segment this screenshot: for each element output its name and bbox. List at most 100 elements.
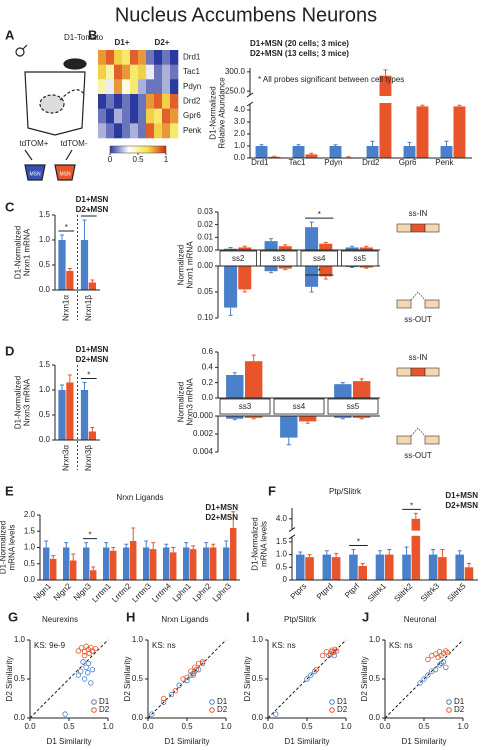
x-axis-label: D1 Similarity: [47, 737, 92, 746]
error-bar: [251, 417, 256, 420]
point: [81, 676, 88, 682]
heatmap-cell: [130, 94, 139, 109]
heatmap-cell: [154, 123, 163, 139]
bar: [130, 541, 137, 580]
y-tick-label: 0.4: [202, 362, 214, 371]
x-tick-label: 0.5: [63, 722, 75, 731]
y-tick-label: 1.0: [369, 635, 381, 644]
bar: [230, 528, 237, 580]
error-bar: [350, 245, 355, 248]
x-tick-label: 1.0: [340, 722, 352, 731]
error-bar: [286, 437, 291, 446]
x-tick-label: Ptprs: [289, 582, 309, 602]
legend-entry: D1+MSN: [445, 491, 478, 500]
bar: [90, 570, 97, 580]
y-tick-label: 0.004: [193, 447, 214, 456]
x-tick-label: Nrxn1β: [84, 295, 93, 321]
legend-entry: D2: [454, 705, 465, 714]
identity-line: [384, 639, 464, 719]
chart-note: KS: ns: [272, 641, 296, 650]
bar: [58, 390, 66, 440]
chart-title: Neuronal: [404, 615, 437, 624]
diagram-a: [15, 44, 87, 181]
y-axis-label: D1-Normalized: [0, 521, 8, 574]
error-bar: [104, 542, 109, 548]
y-tick-label: 1.0: [39, 235, 51, 244]
row-label: Gpr6: [183, 111, 201, 120]
point: [313, 666, 320, 673]
error-bar: [184, 542, 189, 548]
group-label: D2+: [155, 38, 170, 47]
y-tick-label: 0.00: [197, 261, 213, 270]
bar: [66, 271, 74, 290]
bar: [63, 547, 70, 580]
legend-entry: D2+MSN: [76, 205, 109, 214]
heatmap-cell: [146, 64, 155, 80]
legend-entry: D1+MSN: [76, 195, 109, 204]
heatmap-cell: [146, 123, 155, 139]
y-tick-label: 0.0: [369, 713, 381, 722]
chart-title: Nrxn Ligands: [161, 615, 208, 624]
error-bar: [333, 144, 338, 146]
point: [86, 650, 92, 656]
heatmap-cell: [122, 50, 131, 65]
x-tick-label: Penk: [435, 158, 454, 167]
y-tick-label: 4.0: [276, 514, 288, 523]
point: [425, 656, 431, 663]
point: [308, 672, 314, 678]
x-tick-label: Lrrtm1: [90, 581, 113, 604]
y-tick-label: 0.0: [24, 575, 36, 584]
category-label: ss2: [232, 254, 245, 263]
y-tick-label: 0.0: [39, 435, 51, 444]
chart-note: KS: ns: [389, 641, 413, 650]
heatmap-cell: [130, 108, 139, 124]
x-tick-label: 0.0: [142, 722, 154, 731]
legend-marker: [446, 699, 452, 705]
bar: [299, 416, 317, 422]
significance-label: *: [87, 371, 90, 380]
error-bar: [413, 512, 418, 519]
error-bar: [151, 542, 156, 550]
bar: [440, 146, 453, 158]
error-bar: [359, 417, 364, 420]
bar: [170, 552, 177, 580]
cell-label: tdTOM-: [61, 139, 88, 148]
side-label: ss-IN: [409, 209, 428, 218]
y-tick-label: 1.5: [24, 526, 36, 535]
panel-label: C: [5, 199, 15, 214]
point: [168, 691, 175, 698]
x-tick-label: 1.0: [102, 722, 114, 731]
x-tick-label: Lrrtm3: [130, 581, 153, 604]
heatmap-cell: [122, 108, 131, 124]
x-tick-label: Nlgn2: [52, 581, 74, 603]
exon: [424, 223, 440, 233]
heatmap-cell: [130, 79, 139, 95]
y-axis-label: mRNA levels: [8, 525, 17, 571]
error-bar: [309, 152, 314, 155]
chart-title: Neurexins: [42, 615, 78, 624]
x-axis-label: D1 Similarity: [402, 737, 447, 746]
x-tick-label: Slitrk1: [366, 581, 388, 603]
heatmap-cell: [162, 123, 171, 139]
heatmap-cell: [106, 108, 115, 124]
y-axis-label: Normalized: [177, 382, 186, 422]
error-bar: [370, 140, 375, 146]
mouse-label: D1-Tomato: [64, 33, 104, 42]
category-label: ss3: [273, 254, 286, 263]
point: [83, 643, 89, 649]
heatmap-cell: [138, 79, 147, 95]
error-bar: [298, 551, 303, 555]
exon: [396, 367, 412, 377]
legend-entry: D1: [217, 697, 228, 706]
bar: [226, 416, 244, 419]
error-bar: [350, 267, 355, 269]
bar: [353, 381, 371, 398]
bar: [110, 550, 117, 580]
bar: [305, 266, 319, 287]
axis-break: [242, 96, 472, 103]
point: [199, 660, 206, 667]
heatmap-cell: [130, 64, 139, 80]
bar: [123, 547, 130, 580]
heatmap-cell: [162, 50, 171, 65]
point: [88, 680, 94, 686]
